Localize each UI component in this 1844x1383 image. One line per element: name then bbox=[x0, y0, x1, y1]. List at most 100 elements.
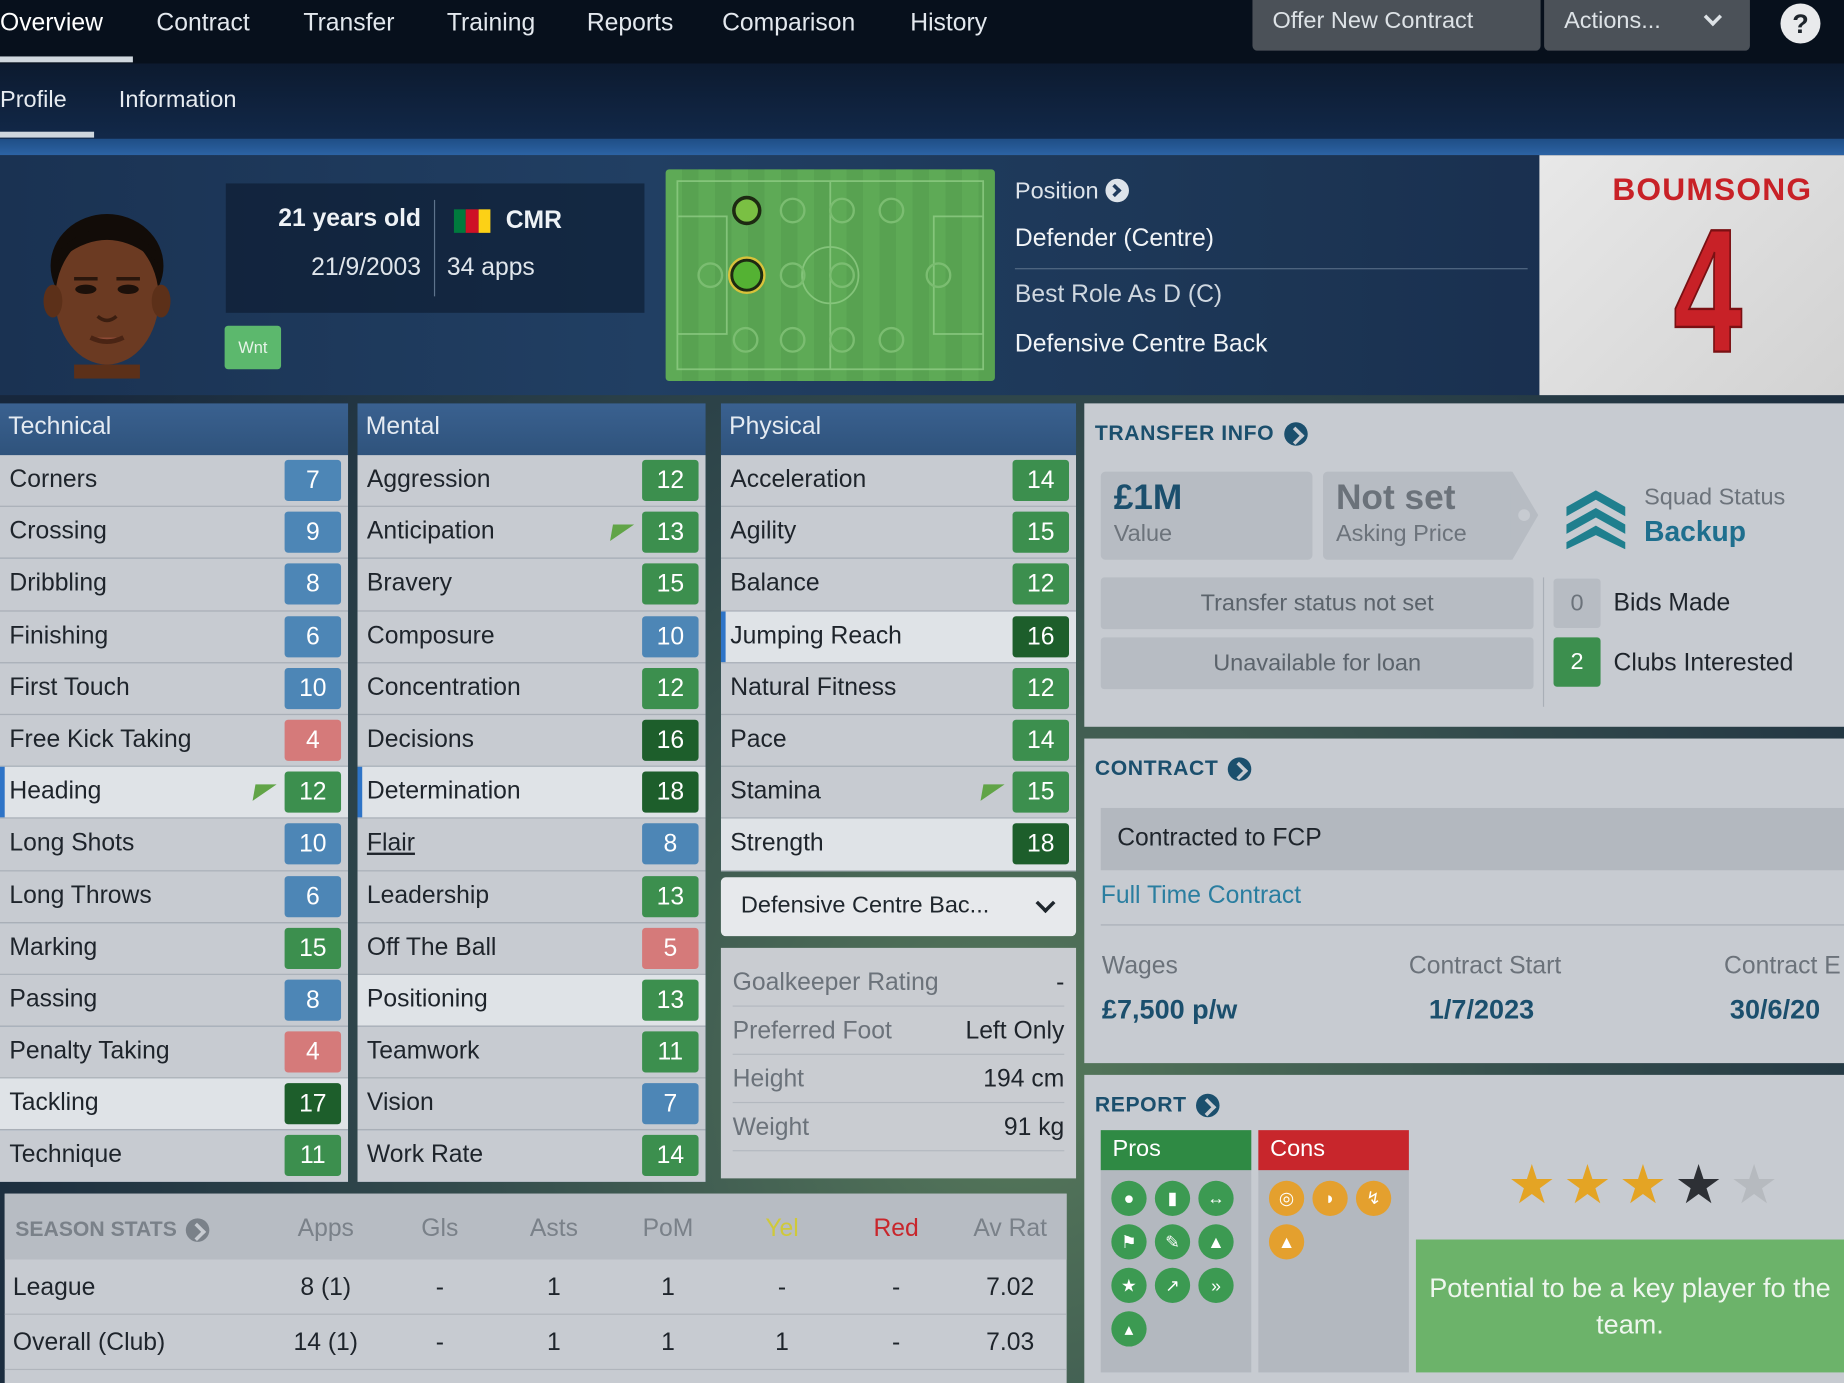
star-icon[interactable]: ★ bbox=[1111, 1267, 1147, 1304]
cone-icon[interactable]: ▲ bbox=[1268, 1224, 1305, 1260]
attribute-row[interactable]: Flair 8 bbox=[357, 818, 706, 871]
bids-made-label[interactable]: Bids Made bbox=[1613, 589, 1731, 617]
tackle-icon[interactable]: ▲ bbox=[1198, 1224, 1234, 1260]
tab-information[interactable]: Information bbox=[118, 87, 237, 113]
attribute-row[interactable]: Long Shots 10 bbox=[0, 818, 349, 871]
attribute-row[interactable]: Concentration 12 bbox=[357, 662, 706, 715]
attribute-row[interactable]: Penalty Taking 4 bbox=[0, 1026, 349, 1079]
wages-value: £7,500 p/w bbox=[1101, 993, 1238, 1025]
attribute-row[interactable]: Decisions 16 bbox=[357, 714, 706, 767]
arrow-right-icon[interactable] bbox=[1227, 756, 1252, 781]
pros-panel: Pros ● ▮ ↔ ⚑ ✎ ▲ ★ ↗ » ▴ bbox=[1100, 1130, 1252, 1373]
attribute-row[interactable]: First Touch 10 bbox=[0, 662, 349, 715]
squad-status-value: Backup bbox=[1644, 516, 1747, 549]
flag-icon[interactable]: ⚑ bbox=[1111, 1224, 1147, 1260]
dribble-icon[interactable]: ↯ bbox=[1355, 1180, 1392, 1217]
mental-heading: Mental bbox=[357, 403, 706, 456]
ball-cone-icon[interactable]: ▴ bbox=[1111, 1311, 1147, 1347]
attribute-row[interactable]: Off The Ball 5 bbox=[357, 922, 706, 975]
foot-icon[interactable]: ◗ bbox=[1312, 1180, 1348, 1217]
attribute-row[interactable]: Pace 14 bbox=[720, 714, 1077, 767]
arrow-right-icon[interactable] bbox=[1283, 421, 1308, 446]
aerial-icon[interactable]: ● bbox=[1111, 1180, 1147, 1217]
attribute-row[interactable]: Leadership 13 bbox=[357, 870, 706, 923]
attribute-row[interactable]: Agility 15 bbox=[720, 507, 1077, 560]
tab-reports[interactable]: Reports bbox=[586, 9, 674, 37]
tab-transfer[interactable]: Transfer bbox=[303, 9, 395, 37]
loan-status-bar[interactable]: Unavailable for loan bbox=[1100, 637, 1534, 690]
tab-comparison[interactable]: Comparison bbox=[722, 9, 856, 37]
asking-price-box[interactable]: Not set Asking Price bbox=[1323, 471, 1512, 560]
trend-up-icon[interactable]: ↗ bbox=[1154, 1267, 1191, 1304]
attribute-row[interactable]: Balance 12 bbox=[720, 559, 1077, 612]
attribute-row[interactable]: Acceleration 14 bbox=[720, 455, 1077, 508]
help-icon[interactable]: ? bbox=[1780, 3, 1821, 44]
dumbbell-icon[interactable]: ↔ bbox=[1198, 1180, 1234, 1217]
arrow-right-icon[interactable] bbox=[1105, 178, 1129, 203]
attribute-row[interactable]: Bravery 15 bbox=[357, 559, 706, 612]
cons-panel: Cons ◎ ◗ ↯ ▲ bbox=[1258, 1130, 1409, 1373]
attribute-row[interactable]: Passing 8 bbox=[0, 974, 349, 1027]
attribute-row[interactable]: Stamina 15 bbox=[720, 766, 1077, 819]
contract-type-link[interactable]: Full Time Contract bbox=[1100, 882, 1302, 910]
attribute-row[interactable]: Determination 18 bbox=[357, 766, 706, 819]
tab-profile[interactable]: Profile bbox=[0, 87, 67, 113]
arrow-right-icon[interactable] bbox=[186, 1217, 210, 1242]
position-heading[interactable]: Position bbox=[1015, 178, 1129, 206]
attribute-row[interactable]: Corners 7 bbox=[0, 455, 349, 508]
report-heading[interactable]: REPORT bbox=[1095, 1093, 1220, 1118]
season-stats-heading[interactable]: SEASON STATS bbox=[15, 1217, 210, 1242]
boot-icon[interactable]: ✎ bbox=[1154, 1224, 1191, 1260]
star-rating: ★ ★ ★ ★ ★ bbox=[1508, 1157, 1779, 1211]
attribute-row[interactable]: Composure 10 bbox=[357, 611, 706, 663]
pros-heading: Pros bbox=[1100, 1130, 1252, 1171]
role-select-dropdown[interactable]: Defensive Centre Bac... bbox=[720, 877, 1077, 937]
contract-divider bbox=[1100, 924, 1844, 926]
sprint-icon[interactable]: » bbox=[1198, 1267, 1234, 1304]
attribute-row[interactable]: Anticipation 13 bbox=[357, 507, 706, 560]
secondary-position-marker bbox=[732, 195, 762, 226]
target-icon[interactable]: ◎ bbox=[1268, 1180, 1305, 1217]
attribute-name: Composure bbox=[366, 621, 495, 649]
transfer-info-heading[interactable]: TRANSFER INFO bbox=[1095, 421, 1308, 446]
attribute-row[interactable]: Marking 15 bbox=[0, 922, 349, 975]
arrow-right-icon[interactable] bbox=[1196, 1093, 1220, 1117]
attribute-row[interactable]: Finishing 6 bbox=[0, 611, 349, 663]
star-icon: ★ bbox=[1674, 1153, 1723, 1215]
tab-overview[interactable]: Overview bbox=[0, 9, 103, 37]
attribute-row[interactable]: Work Rate 14 bbox=[357, 1130, 706, 1182]
tab-contract[interactable]: Contract bbox=[156, 9, 250, 37]
attribute-row[interactable]: Free Kick Taking 4 bbox=[0, 714, 349, 767]
highlight-marker bbox=[0, 766, 5, 818]
attribute-row[interactable]: Crossing 9 bbox=[0, 507, 349, 560]
attribute-name: Flair bbox=[366, 829, 415, 857]
transfer-status-bar[interactable]: Transfer status not set bbox=[1100, 577, 1534, 630]
attribute-row[interactable]: Vision 7 bbox=[357, 1078, 706, 1131]
attribute-row[interactable]: Technique 11 bbox=[0, 1130, 349, 1182]
player-nationality[interactable]: CMR bbox=[505, 206, 562, 235]
contract-heading[interactable]: CONTRACT bbox=[1095, 756, 1252, 781]
attribute-row[interactable]: Positioning 13 bbox=[357, 974, 706, 1027]
attribute-row[interactable]: Aggression 12 bbox=[357, 455, 706, 508]
attribute-value: 8 bbox=[284, 979, 342, 1021]
strength-icon[interactable]: ▮ bbox=[1154, 1180, 1191, 1217]
attribute-row[interactable]: Strength 18 bbox=[720, 818, 1077, 871]
tab-history[interactable]: History bbox=[910, 9, 988, 37]
attribute-row[interactable]: Jumping Reach 16 bbox=[720, 611, 1077, 663]
cameroon-flag-icon[interactable] bbox=[453, 209, 491, 233]
actions-menu-button[interactable]: Actions... bbox=[1544, 0, 1750, 51]
table-row[interactable]: Overall (Club) 14 (1) - 1 1 1 - 7.03 bbox=[4, 1315, 1067, 1371]
attribute-row[interactable]: Long Throws 6 bbox=[0, 870, 349, 923]
attribute-value: 12 bbox=[284, 771, 342, 813]
attribute-row[interactable]: Teamwork 11 bbox=[357, 1026, 706, 1079]
clubs-interested-label[interactable]: Clubs Interested bbox=[1613, 649, 1794, 677]
attribute-row[interactable]: Natural Fitness 12 bbox=[720, 662, 1077, 715]
tab-training[interactable]: Training bbox=[446, 9, 536, 37]
attribute-row[interactable]: Heading 12 bbox=[0, 766, 349, 819]
chevron-down-icon bbox=[1703, 7, 1723, 27]
attribute-row[interactable]: Tackling 17 bbox=[0, 1078, 349, 1131]
table-row[interactable]: League 8 (1) - 1 1 - - 7.02 bbox=[4, 1260, 1067, 1315]
attribute-value: 16 bbox=[642, 719, 699, 761]
attribute-row[interactable]: Dribbling 8 bbox=[0, 559, 349, 612]
offer-new-contract-button[interactable]: Offer New Contract bbox=[1252, 0, 1541, 51]
